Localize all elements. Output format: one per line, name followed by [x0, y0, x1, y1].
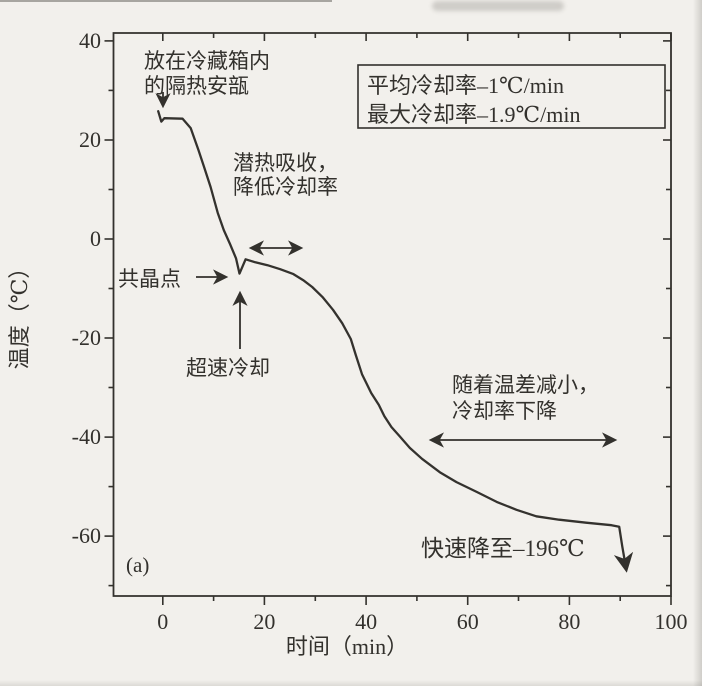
flash-cooling-label: 超速冷却	[186, 356, 270, 380]
x-tick-label: 0	[157, 609, 168, 634]
x-tick-label: 100	[655, 609, 688, 634]
x-tick-label: 40	[355, 609, 377, 634]
axis-ticks	[104, 33, 672, 605]
latent-heat-label-line2: 降低冷却率	[233, 175, 338, 199]
y-tick-label: -20	[72, 325, 101, 350]
legend-line1: 平均冷却率–1℃/min	[367, 73, 564, 98]
temp-difference-label-line1: 随着温差减小，	[452, 373, 599, 397]
plunge-label: 快速降至–196℃	[421, 536, 585, 561]
legend-box	[357, 64, 666, 129]
y-tick-label: 20	[79, 127, 101, 152]
legend-line2: 最大冷却率–1.9℃/min	[367, 102, 580, 127]
eutectic-point-label: 共晶点	[118, 267, 181, 291]
y-tick-labels: 40 20 0 -20 -40 -60	[72, 28, 101, 548]
panel-label: (a)	[126, 553, 149, 577]
cooling-curve	[157, 110, 634, 573]
x-axis-title: 时间（min）	[286, 634, 408, 659]
y-tick-label: -60	[72, 523, 101, 548]
ampoule-label-line2: 的隔热安瓿	[144, 74, 249, 98]
y-tick-label: -40	[72, 424, 101, 449]
ampoule-label-line1: 放在冷藏箱内	[144, 49, 270, 73]
x-tick-label: 60	[457, 609, 479, 634]
latent-heat-label-line1: 潜热吸收，	[233, 151, 338, 175]
y-tick-label: 0	[90, 226, 101, 251]
x-tick-labels: 0 20 40 60 80 100	[157, 609, 687, 634]
y-axis-title: 温度（℃）	[7, 257, 32, 370]
y-tick-label: 40	[79, 28, 101, 53]
x-tick-label: 80	[558, 609, 580, 634]
x-tick-label: 20	[253, 609, 275, 634]
temp-difference-label-line2: 冷却率下降	[452, 399, 557, 423]
